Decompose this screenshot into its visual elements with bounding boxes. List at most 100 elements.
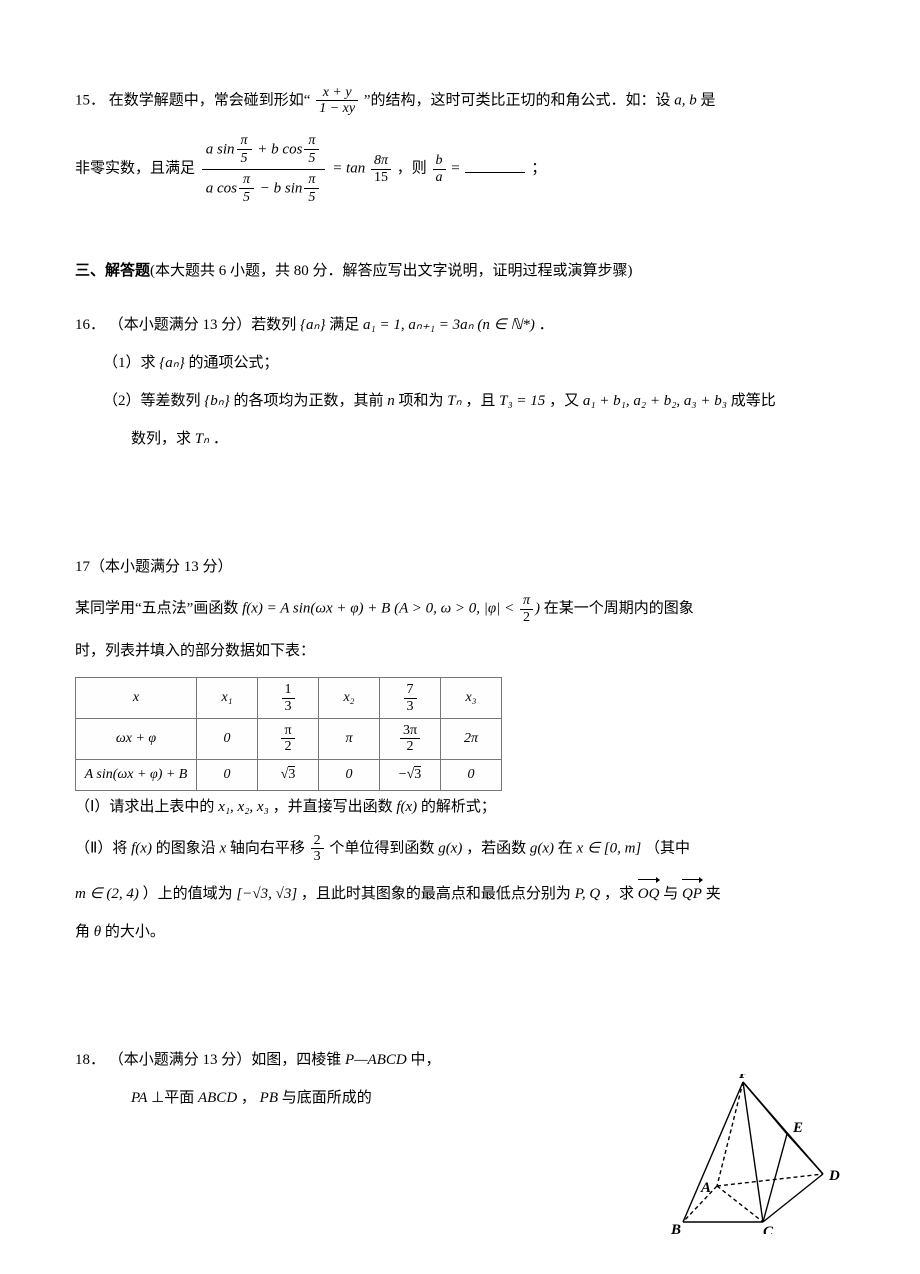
svg-text:D: D xyxy=(828,1168,840,1184)
q15-line2-a: 非零实数，且满足 xyxy=(75,161,195,177)
q15-rhs: 8π 15 xyxy=(371,153,391,185)
q15-blank xyxy=(465,158,525,173)
f: π xyxy=(237,132,252,149)
q17-p1vars: x₁, x₂, x₃ xyxy=(218,799,269,815)
q16-p1: （1）求 {aₙ} 的通项公式； xyxy=(75,351,845,375)
svg-text:P: P xyxy=(739,1074,749,1082)
q15-struct-frac: x + y 1 − xy xyxy=(316,85,358,117)
q17-phi-frac: π2 xyxy=(520,593,533,625)
q17-p2a: （Ⅱ）将 xyxy=(75,840,127,856)
q15-eq: = tan xyxy=(332,161,365,177)
table-cell: A sin(ωx + φ) + B xyxy=(76,759,197,790)
f: 8π xyxy=(371,153,391,168)
q17-p1: （Ⅰ）请求出上表中的 x₁, x₂, x₃ ，并直接写出函数 f(x) 的解析式… xyxy=(75,795,845,819)
svg-text:A: A xyxy=(700,1180,711,1196)
table-row: xx₁13x₂73x₃ xyxy=(76,678,502,719)
f: 5 xyxy=(304,149,319,167)
table-cell: 0 xyxy=(197,759,258,790)
table-row: ωx + φ0π2π3π22π xyxy=(76,718,502,759)
q17-p4a: 角 xyxy=(75,924,90,940)
table-cell: x₃ xyxy=(441,678,502,719)
f: 5 xyxy=(239,188,254,206)
f: 2 xyxy=(520,609,533,625)
q16-p2-c: 项和为 xyxy=(399,393,444,409)
q17-p3pq: P, Q xyxy=(575,886,601,902)
svg-text:B: B xyxy=(670,1222,681,1234)
f: 2 xyxy=(311,833,324,848)
q16-p2: （2）等差数列 {bₙ} 的各项均为正数，其前 n 项和为 Tₙ ，且 T₃ =… xyxy=(75,389,845,413)
spacer xyxy=(75,221,845,233)
q18-stem-a: （本小题满分 13 分）如图，四棱锥 xyxy=(109,1052,342,1068)
q15-text-b: ”的结构，这时可类比正切的和角公式．如：设 xyxy=(364,92,671,108)
svg-text:E: E xyxy=(792,1120,803,1136)
q15-bigfrac: a sinπ5 + b cosπ5 a cosπ5 − b sinπ5 xyxy=(202,131,326,208)
q18-stem: 18． （本小题满分 13 分）如图，四棱锥 P—ABCD 中， xyxy=(75,1048,845,1072)
table-cell: 13 xyxy=(258,678,319,719)
q16-stem: 16． （本小题满分 13 分）若数列 {aₙ} 满足 a₁ = 1, aₙ₊₁… xyxy=(75,313,845,337)
q17-shift-frac: 2 3 xyxy=(311,833,324,865)
spacer xyxy=(75,958,845,1048)
q18-stem-b: 中， xyxy=(410,1052,440,1068)
q18-l2f: 与底面所成的 xyxy=(282,1090,372,1106)
spacer xyxy=(75,465,845,555)
f: 5 xyxy=(304,188,319,206)
q17-pts: （本小题满分 13 分） xyxy=(90,559,233,575)
q16-number: 16． xyxy=(75,317,105,333)
q17-p4b: 的大小。 xyxy=(105,924,165,940)
q17-p4theta: θ xyxy=(94,924,101,940)
table-cell: π xyxy=(319,718,380,759)
q18-l2c: ABCD xyxy=(198,1090,237,1106)
q18-l2a: PA xyxy=(131,1090,147,1106)
q17-p2g: （其中 xyxy=(645,840,690,856)
f: 15 xyxy=(371,169,391,185)
q17-p2c: 轴向右平移 xyxy=(230,840,305,856)
table-cell: x₂ xyxy=(319,678,380,719)
spacer xyxy=(75,301,845,313)
q17-p2x: x xyxy=(219,840,226,856)
q17-fxdef-b: ) xyxy=(535,601,540,617)
q17-p2dom: x ∈ [0, m] xyxy=(577,840,642,856)
q16-p2-l2b: ． xyxy=(213,431,228,447)
q15-text-c: 是 xyxy=(700,92,715,108)
f: b xyxy=(433,153,446,168)
q15-bignum-l: a sin xyxy=(206,141,235,157)
q17-table: xx₁13x₂73x₃ωx + φ0π2π3π22πA sin(ωx + φ) … xyxy=(75,677,502,791)
table-cell: x xyxy=(76,678,197,719)
q16-p2-l2Tn: Tₙ xyxy=(195,431,209,447)
table-cell: x₁ xyxy=(197,678,258,719)
q16-p2-line2: 数列，求 Tₙ ． xyxy=(75,427,845,451)
q17-p2f: 在 xyxy=(558,840,573,856)
q17-p1c: 的解析式； xyxy=(421,799,496,815)
table-cell: π2 xyxy=(258,718,319,759)
q15-end: ； xyxy=(531,161,546,177)
f: π xyxy=(239,171,254,188)
q17-fxdef: f(x) = A sin(ωx + φ) + B (A > 0, ω > 0, … xyxy=(242,601,518,617)
f: π xyxy=(304,132,319,149)
q17-l1b: 在某一个周期内的图象 xyxy=(544,601,694,617)
table-cell: 0 xyxy=(197,718,258,759)
q17-p2fx: f(x) xyxy=(131,840,152,856)
pyramid-svg: PABCDE xyxy=(645,1074,845,1234)
q15-line1: 15． 在数学解题中，常会碰到形如“ x + y 1 − xy ”的结构，这时可… xyxy=(75,85,845,117)
q17-p2gx2: g(x) xyxy=(530,840,554,856)
q15-bignum-m: + b cos xyxy=(254,141,303,157)
q17-p2b: 的图象沿 xyxy=(156,840,216,856)
q18-l2d: ， xyxy=(241,1090,256,1106)
q17-p1b: ，并直接写出函数 xyxy=(273,799,393,815)
section3-header: 三、解答题(本大题共 6 小题，共 80 分．解答应写出文字说明，证明过程或演算… xyxy=(75,259,845,283)
q17-p3f: 夹 xyxy=(706,886,721,902)
q17-p2: （Ⅱ）将 f(x) 的图象沿 x 轴向右平移 2 3 个单位得到函数 g(x) … xyxy=(75,833,845,865)
q18-number: 18． xyxy=(75,1052,105,1068)
table-cell: −√3 xyxy=(380,759,441,790)
q18-solid: P—ABCD xyxy=(345,1052,407,1068)
q17-p2gx: g(x) xyxy=(438,840,462,856)
q15-number: 15． xyxy=(75,92,105,108)
q15-bigden: a cosπ5 − b sinπ5 xyxy=(202,169,326,208)
q16-p1-seq: {aₙ} xyxy=(159,355,184,371)
q15-line2: 非零实数，且满足 a sinπ5 + b cosπ5 a cosπ5 − b s… xyxy=(75,131,845,208)
q16-seq-a: {aₙ} xyxy=(300,317,325,333)
q16-p2-d: ，且 xyxy=(465,393,495,409)
q17-p4: 角 θ 的大小。 xyxy=(75,920,845,944)
q16-cond: a₁ = 1, aₙ₊₁ = 3aₙ (n ∈ ℕ*) xyxy=(363,317,535,333)
q17-p3: m ∈ (2, 4) ）上的值域为 [−√3, √3] ，且此时其图象的最高点和… xyxy=(75,879,845,906)
